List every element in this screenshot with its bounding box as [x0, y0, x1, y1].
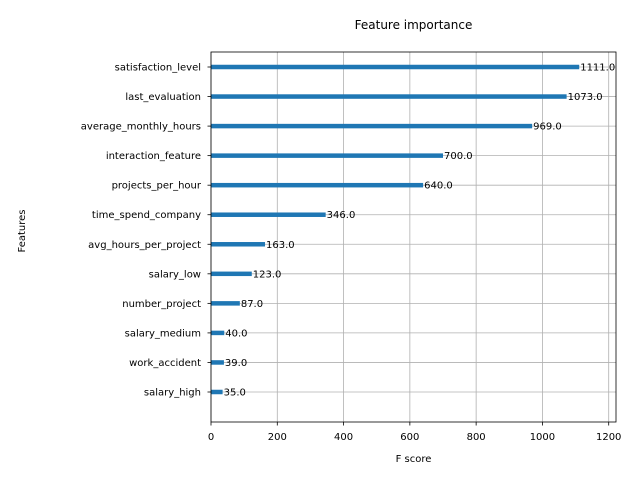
y-tick-label: avg_hours_per_project: [88, 240, 201, 251]
bar-number_project: [211, 301, 240, 306]
bar-interaction_feature: [211, 153, 443, 158]
data-label-time_spend_company: 346.0: [327, 210, 356, 221]
data-label-salary_high: 35.0: [224, 388, 246, 399]
chart-title: Feature importance: [355, 18, 473, 32]
x-tick-label: 400: [334, 432, 353, 443]
data-labels: 1111.0 1073.0 969.0 700.0 640.0 346.0 163.0 123…: [224, 63, 616, 399]
data-label-number_project: 87.0: [241, 299, 263, 310]
x-tick-label: 200: [268, 432, 287, 443]
bar-last_evaluation: [211, 94, 567, 99]
y-tick-label: interaction_feature: [106, 151, 201, 162]
data-label-satisfaction_level: 1111.0: [580, 63, 615, 74]
y-axis-label: Features: [17, 210, 28, 253]
data-label-last_evaluation: 1073.0: [568, 92, 603, 103]
y-tick-label: time_spend_company: [92, 210, 201, 221]
bar-projects_per_hour: [211, 182, 424, 188]
plot-frame: [210, 51, 617, 423]
bar-average_monthly_hours: [211, 123, 533, 129]
y-tick-label: salary_low: [149, 269, 201, 280]
bar-satisfaction_level: [211, 64, 580, 70]
data-label-projects_per_hour: 640.0: [424, 181, 453, 192]
y-tick-label: satisfaction_level: [115, 63, 201, 74]
data-label-average_monthly_hours: 969.0: [533, 122, 562, 133]
y-tick-label: projects_per_hour: [112, 181, 202, 192]
bar-salary_high: [211, 389, 223, 395]
x-tick-label: 0: [208, 432, 214, 443]
y-tick-label: number_project: [122, 299, 201, 310]
data-label-work_accident: 39.0: [225, 358, 247, 369]
bar-time_spend_company: [211, 212, 326, 217]
x-tick-label: 1200: [596, 432, 621, 443]
y-tick-label: last_evaluation: [125, 92, 201, 103]
y-tick-label: work_accident: [129, 358, 201, 369]
y-axis-ticks: satisfaction_level last_evaluationaverage…: [81, 63, 211, 399]
bar-salary_low: [211, 271, 252, 277]
data-label-salary_medium: 40.0: [225, 328, 247, 339]
x-tick-label: 600: [400, 432, 419, 443]
y-tick-label: average_monthly_hours: [81, 122, 201, 133]
data-label-salary_low: 123.0: [253, 269, 282, 280]
y-tick-label: salary_medium: [125, 328, 201, 339]
bars: [211, 64, 580, 395]
bar-avg_hours_per_project: [211, 242, 266, 247]
grid-lines: [210, 52, 616, 422]
x-axis-ticks: 0 200 400 600 800 1000 1200: [208, 422, 621, 443]
data-label-avg_hours_per_project: 163.0: [266, 240, 295, 251]
data-label-interaction_feature: 700.0: [444, 151, 473, 162]
bar-salary_medium: [211, 330, 225, 336]
y-tick-label: salary_high: [144, 388, 201, 399]
bar-work_accident: [211, 360, 224, 365]
x-tick-label: 1000: [530, 432, 555, 443]
x-tick-label: 800: [467, 432, 486, 443]
x-axis-label: F score: [396, 454, 432, 465]
